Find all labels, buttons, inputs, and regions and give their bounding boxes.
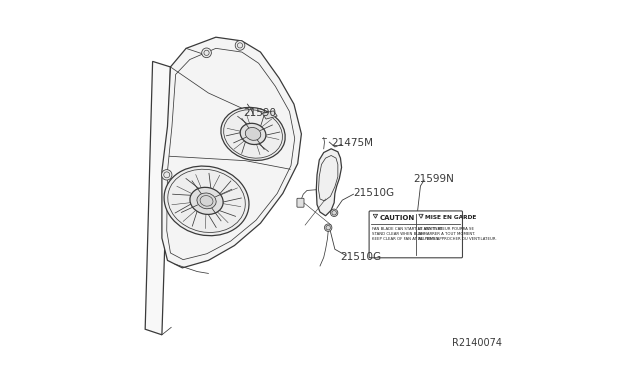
Text: R2140074: R2140074 [452, 338, 502, 348]
Ellipse shape [240, 123, 266, 145]
Ellipse shape [197, 193, 216, 209]
FancyBboxPatch shape [369, 211, 463, 258]
Circle shape [235, 41, 245, 50]
Text: 21475M: 21475M [331, 138, 373, 148]
Circle shape [202, 48, 211, 58]
Circle shape [330, 209, 338, 217]
Ellipse shape [164, 166, 249, 236]
Text: 21590: 21590 [244, 109, 276, 118]
Polygon shape [162, 37, 301, 268]
FancyBboxPatch shape [297, 198, 304, 207]
Text: MISE EN GARDE: MISE EN GARDE [426, 215, 477, 221]
Ellipse shape [245, 128, 260, 140]
Circle shape [324, 224, 332, 231]
Text: FAN BLADE CAN START AT ANY TYPE.
STAND CLEAR WHEN BLAH.
KEEP CLEAR OF FAN AT ALL: FAN BLADE CAN START AT ANY TYPE. STAND C… [372, 227, 444, 241]
Text: !: ! [420, 214, 422, 219]
Ellipse shape [190, 187, 223, 214]
Polygon shape [316, 149, 342, 216]
Text: 21510G: 21510G [340, 252, 381, 262]
Polygon shape [262, 111, 277, 119]
Polygon shape [145, 61, 170, 335]
Text: 21510G: 21510G [353, 189, 395, 198]
Text: LE VENTILATEUR POURRA SE
DEMARRER A TOUT MOMENT.
NE PAS S'APPROCHER DU VENTILATE: LE VENTILATEUR POURRA SE DEMARRER A TOUT… [418, 227, 496, 241]
Text: 21599N: 21599N [413, 174, 454, 183]
Text: !: ! [374, 214, 376, 219]
Circle shape [161, 170, 172, 180]
Text: CAUTION: CAUTION [380, 215, 415, 221]
Ellipse shape [221, 108, 285, 160]
